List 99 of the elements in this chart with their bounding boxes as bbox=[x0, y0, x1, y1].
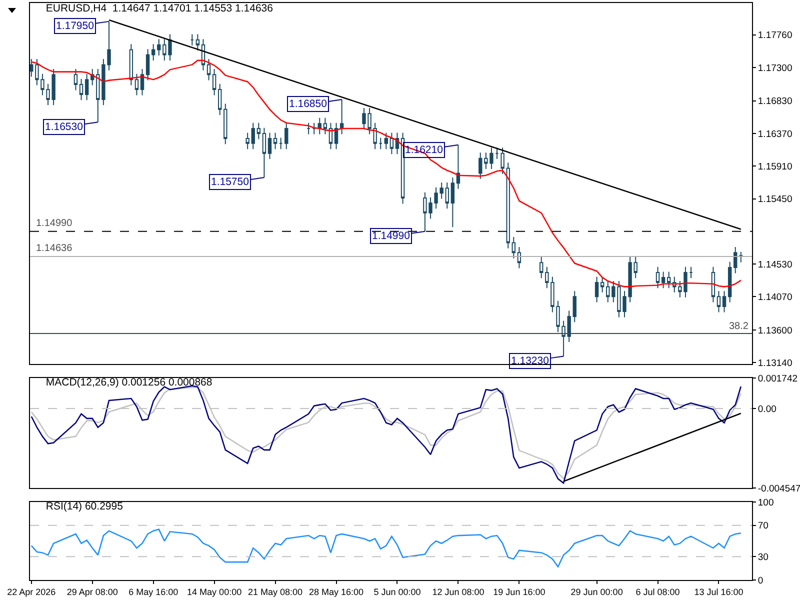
candlestick bbox=[450, 176, 455, 228]
candlestick bbox=[262, 127, 266, 178]
line-series bbox=[30, 528, 742, 568]
y-tick-label: 0.001742 bbox=[758, 373, 798, 384]
candlestick bbox=[268, 132, 272, 160]
candlestick bbox=[606, 280, 610, 303]
annotation: 1.17950 bbox=[56, 20, 94, 32]
candlestick bbox=[140, 68, 144, 96]
candlestick bbox=[728, 261, 732, 303]
candlestick bbox=[212, 68, 216, 96]
ref-line-label: 1.14990 bbox=[36, 218, 73, 229]
candlestick bbox=[594, 276, 599, 303]
candlestick bbox=[722, 290, 726, 313]
candlestick bbox=[306, 122, 310, 135]
annotation: 1.13230 bbox=[511, 355, 550, 367]
candlestick bbox=[334, 122, 338, 150]
candlestick bbox=[218, 83, 222, 116]
candlestick bbox=[312, 122, 316, 135]
y-tick-label: 1.14530 bbox=[758, 259, 792, 270]
candlestick bbox=[129, 44, 134, 86]
x-tick-label: 29 Apr 08:00 bbox=[66, 586, 118, 597]
candlestick bbox=[600, 276, 604, 293]
candlestick bbox=[689, 266, 693, 279]
x-tick-label: 22 Apr 2026 bbox=[7, 586, 56, 597]
candlestick bbox=[251, 122, 255, 150]
candlestick bbox=[84, 73, 89, 101]
candlestick bbox=[512, 236, 516, 259]
y-tick-label: 0.00 bbox=[758, 404, 776, 415]
candlestick bbox=[716, 290, 721, 313]
y-tick-label: 1.15910 bbox=[758, 161, 792, 172]
candlestick bbox=[318, 117, 322, 135]
candlestick bbox=[134, 73, 139, 96]
y-tick-label: 1.17300 bbox=[758, 62, 792, 74]
candlestick bbox=[74, 68, 78, 91]
annotation: 1.15750 bbox=[211, 176, 250, 188]
y-tick-label: 1.16370 bbox=[758, 128, 792, 140]
candlestick bbox=[495, 147, 499, 160]
candlestick bbox=[739, 251, 743, 263]
candlestick bbox=[517, 246, 522, 269]
candlestick bbox=[734, 246, 738, 274]
x-tick-label: 5 Jun 00:00 bbox=[374, 586, 421, 597]
candlestick bbox=[256, 122, 261, 140]
candlestick bbox=[378, 137, 382, 150]
candlestick bbox=[661, 271, 666, 289]
chart-title: EURUSD,H4 1.14647 1.14701 1.14553 1.14636 bbox=[46, 2, 274, 14]
y-tick-label: 30 bbox=[758, 552, 768, 563]
candlestick bbox=[190, 34, 194, 46]
candlestick bbox=[30, 58, 34, 78]
candlestick bbox=[196, 34, 200, 52]
candlestick bbox=[540, 256, 544, 279]
candlestick bbox=[478, 152, 482, 180]
chart-title: RSI(14) 60.2995 bbox=[46, 500, 124, 513]
candlestick bbox=[151, 44, 156, 61]
x-tick-label: 28 May 16:00 bbox=[308, 586, 364, 597]
x-tick-label: 29 Jun 00:00 bbox=[570, 586, 623, 597]
annotation: 1.16850 bbox=[289, 98, 328, 110]
y-tick-label: 1.13600 bbox=[758, 325, 792, 336]
candlestick bbox=[711, 266, 716, 303]
x-tick-label: 6 Jul 08:00 bbox=[636, 586, 680, 597]
candlestick bbox=[384, 132, 388, 150]
chart-title: MACD(12,26,9) 0.001256 0.000868 bbox=[46, 376, 212, 389]
y-tick-label: 0 bbox=[758, 575, 764, 586]
annotation: 1.14990 bbox=[372, 230, 410, 242]
candlestick bbox=[445, 182, 449, 210]
candlestick bbox=[572, 290, 576, 323]
candlestick bbox=[456, 144, 460, 190]
annotation: 1.16530 bbox=[45, 121, 84, 133]
y-tick-label: 1.17760 bbox=[758, 30, 792, 42]
candlestick bbox=[278, 137, 283, 150]
ref-line-label: 1.14636 bbox=[36, 243, 73, 254]
candlestick bbox=[328, 122, 333, 150]
candlestick bbox=[146, 48, 150, 81]
candlestick bbox=[206, 58, 211, 81]
candlestick bbox=[390, 132, 394, 155]
line-series bbox=[30, 60, 742, 288]
y-tick-label: 1.16830 bbox=[758, 96, 792, 108]
y-tick-label: 100 bbox=[758, 497, 774, 508]
x-tick-label: 21 May 08:00 bbox=[248, 586, 303, 597]
candlestick bbox=[273, 132, 278, 150]
candlestick bbox=[284, 122, 288, 150]
annotation: 38.2 bbox=[729, 321, 749, 332]
x-tick-label: 12 Jun 08:00 bbox=[432, 586, 484, 597]
candlestick bbox=[323, 117, 328, 135]
candlestick bbox=[340, 98, 344, 135]
candlestick bbox=[666, 271, 671, 289]
candlestick bbox=[224, 103, 228, 145]
candlestick bbox=[79, 78, 84, 101]
candlestick bbox=[246, 132, 250, 150]
y-tick-label: 1.13140 bbox=[758, 358, 792, 369]
x-tick-label: 14 May 00:00 bbox=[187, 586, 242, 597]
y-tick-label: 1.14070 bbox=[758, 292, 792, 303]
x-tick-label: 13 Jul 16:00 bbox=[694, 586, 744, 597]
y-tick-label: 1.15450 bbox=[758, 194, 792, 206]
candlestick bbox=[656, 266, 660, 289]
x-tick-label: 6 May 16:00 bbox=[128, 586, 178, 597]
candlestick bbox=[157, 38, 161, 56]
y-tick-label: -0.004547 bbox=[758, 483, 800, 494]
y-tick-label: 70 bbox=[758, 520, 768, 532]
x-tick-label: 19 Jun 16:00 bbox=[493, 586, 546, 597]
